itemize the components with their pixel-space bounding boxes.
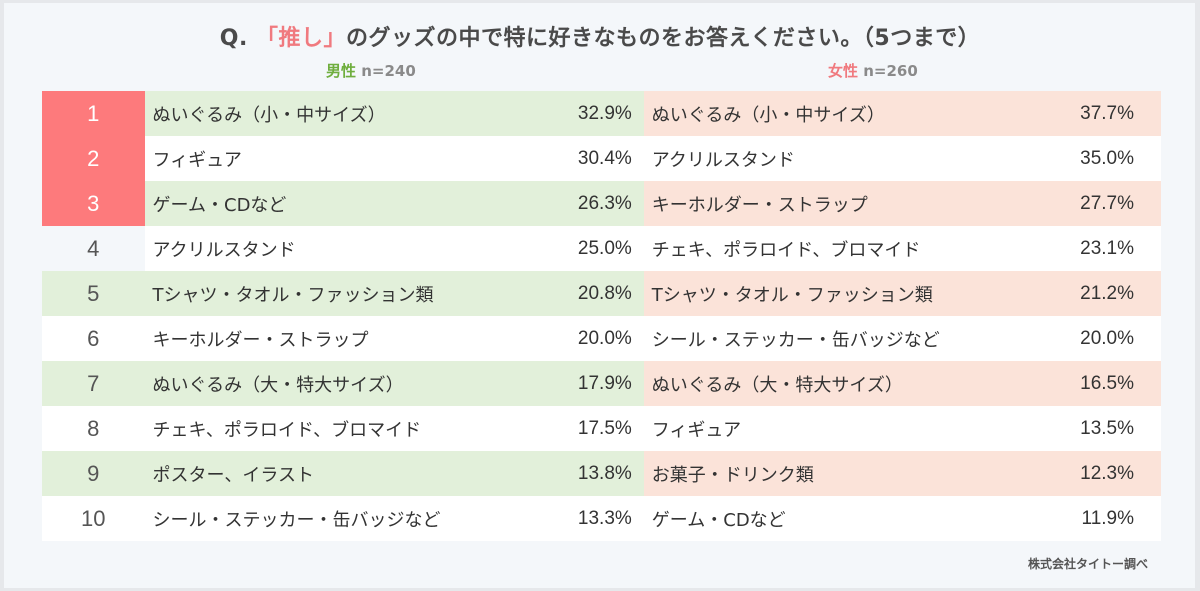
table-row: 5 Tシャツ・タオル・ファッション類 20.8% Tシャツ・タオル・ファッション類… bbox=[42, 271, 1161, 316]
male-item: ポスター、イラスト bbox=[152, 464, 315, 486]
female-cell: フィギュア 13.5% bbox=[643, 406, 1161, 451]
table-row: 10 シール・ステッカー・缶バッジなど 13.3% ゲーム・CDなど 11.9% bbox=[42, 496, 1161, 541]
female-item: シール・ステッカー・缶バッジなど bbox=[651, 329, 940, 351]
male-percent: 17.5% bbox=[577, 417, 632, 439]
male-percent: 25.0% bbox=[577, 237, 632, 259]
male-item: Tシャツ・タオル・ファッション類 bbox=[152, 284, 434, 306]
female-cell: アクリルスタンド 35.0% bbox=[643, 136, 1161, 181]
male-item: ぬいぐるみ（小・中サイズ） bbox=[152, 104, 386, 126]
female-cell: ゲーム・CDなど 11.9% bbox=[643, 496, 1161, 541]
female-percent: 27.7% bbox=[1080, 192, 1134, 214]
male-percent: 30.4% bbox=[577, 147, 632, 169]
female-percent: 12.3% bbox=[1080, 462, 1134, 484]
male-item: ゲーム・CDなど bbox=[152, 194, 287, 216]
table-row: 3 ゲーム・CDなど 26.3% キーホルダー・ストラップ 27.7% bbox=[42, 181, 1161, 226]
male-percent: 20.8% bbox=[577, 282, 632, 304]
male-cell: シール・ステッカー・缶バッジなど 13.3% bbox=[144, 496, 644, 541]
male-label: 男性 bbox=[326, 62, 357, 80]
female-percent: 11.9% bbox=[1081, 507, 1134, 529]
male-cell: キーホルダー・ストラップ 20.0% bbox=[144, 316, 644, 361]
female-cell: Tシャツ・タオル・ファッション類 21.2% bbox=[643, 271, 1161, 316]
female-percent: 23.1% bbox=[1080, 237, 1134, 259]
rank-number: 4 bbox=[87, 236, 100, 261]
ranking-table: 1 ぬいぐるみ（小・中サイズ） 32.9% ぬいぐるみ（小・中サイズ） 37.7% … bbox=[42, 91, 1161, 541]
table-row: 1 ぬいぐるみ（小・中サイズ） 32.9% ぬいぐるみ（小・中サイズ） 37.7% bbox=[42, 91, 1161, 136]
table-row: 9 ポスター、イラスト 13.8% お菓子・ドリンク類 12.3% bbox=[42, 451, 1161, 496]
rank-number: 9 bbox=[42, 451, 145, 496]
chart-title: Q. 「推し」のグッズの中で特に好きなものをお答えください。（5つまで） bbox=[0, 20, 1200, 52]
female-cell: お菓子・ドリンク類 12.3% bbox=[643, 451, 1161, 496]
female-percent: 20.0% bbox=[1080, 327, 1134, 349]
table-row: 6 キーホルダー・ストラップ 20.0% シール・ステッカー・缶バッジなど 20.0… bbox=[42, 316, 1161, 361]
male-cell: フィギュア 30.4% bbox=[144, 136, 644, 181]
male-percent: 17.9% bbox=[577, 372, 632, 394]
male-cell: Tシャツ・タオル・ファッション類 20.8% bbox=[144, 271, 644, 316]
female-item: ぬいぐるみ（小・中サイズ） bbox=[651, 104, 885, 126]
rank-number: 2 bbox=[42, 136, 145, 181]
table-row: 8 チェキ、ポラロイド、ブロマイド 17.5% フィギュア 13.5% bbox=[42, 406, 1161, 451]
male-item: ぬいぐるみ（大・特大サイズ） bbox=[152, 374, 404, 396]
female-cell: チェキ、ポラロイド、ブロマイド 23.1% bbox=[643, 226, 1161, 271]
male-item: チェキ、ポラロイド、ブロマイド bbox=[152, 419, 422, 441]
male-item: アクリルスタンド bbox=[152, 239, 296, 261]
female-item: キーホルダー・ストラップ bbox=[651, 194, 868, 216]
rank-number: 1 bbox=[42, 91, 145, 136]
female-percent: 16.5% bbox=[1080, 372, 1134, 394]
male-cell: ぬいぐるみ（小・中サイズ） 32.9% bbox=[144, 91, 644, 136]
rank-number: 8 bbox=[42, 406, 145, 451]
table-row: 4 アクリルスタンド 25.0% チェキ、ポラロイド、ブロマイド 23.1% bbox=[42, 226, 1161, 271]
female-item: フィギュア bbox=[651, 419, 742, 441]
female-item: アクリルスタンド bbox=[651, 149, 795, 171]
rank-number: 3 bbox=[42, 181, 145, 226]
table-row: 2 フィギュア 30.4% アクリルスタンド 35.0% bbox=[42, 136, 1161, 181]
male-percent: 13.3% bbox=[577, 507, 632, 529]
male-sample-size: n=240 bbox=[361, 62, 416, 80]
male-item: シール・ステッカー・缶バッジなど bbox=[152, 509, 441, 531]
male-percent: 32.9% bbox=[577, 102, 632, 124]
male-percent: 13.8% bbox=[577, 462, 632, 484]
female-sample-size: n=260 bbox=[863, 62, 918, 80]
rank-number: 6 bbox=[42, 316, 145, 361]
title-highlight: 「推し」 bbox=[256, 26, 347, 51]
rank-number: 10 bbox=[42, 496, 145, 541]
female-percent: 13.5% bbox=[1080, 417, 1134, 439]
female-item: ゲーム・CDなど bbox=[651, 509, 786, 531]
rank-number: 7 bbox=[42, 361, 145, 406]
male-item: フィギュア bbox=[152, 149, 242, 171]
source-credit: 株式会社タイトー調べ bbox=[1027, 557, 1148, 571]
female-item: ぬいぐるみ（大・特大サイズ） bbox=[651, 374, 903, 396]
male-cell: ポスター、イラスト 13.8% bbox=[144, 451, 644, 496]
title-prefix: Q. bbox=[219, 26, 248, 51]
male-cell: アクリルスタンド 25.0% bbox=[144, 226, 644, 271]
female-cell: キーホルダー・ストラップ 27.7% bbox=[643, 181, 1161, 226]
rank-number: 5 bbox=[42, 271, 145, 316]
female-percent: 37.7% bbox=[1080, 102, 1134, 124]
female-item: Tシャツ・タオル・ファッション類 bbox=[651, 284, 933, 306]
female-item: チェキ、ポラロイド、ブロマイド bbox=[651, 239, 921, 261]
female-header: 女性 n=260 bbox=[828, 60, 918, 81]
female-percent: 35.0% bbox=[1080, 147, 1134, 169]
male-cell: ぬいぐるみ（大・特大サイズ） 17.9% bbox=[144, 361, 644, 406]
male-cell: ゲーム・CDなど 26.3% bbox=[144, 181, 644, 226]
male-cell: チェキ、ポラロイド、ブロマイド 17.5% bbox=[144, 406, 644, 451]
female-cell: ぬいぐるみ（小・中サイズ） 37.7% bbox=[643, 91, 1161, 136]
female-percent: 21.2% bbox=[1080, 282, 1134, 304]
male-percent: 20.0% bbox=[577, 327, 632, 349]
female-item: お菓子・ドリンク類 bbox=[651, 464, 814, 486]
male-header: 男性 n=240 bbox=[326, 60, 416, 81]
female-cell: ぬいぐるみ（大・特大サイズ） 16.5% bbox=[643, 361, 1161, 406]
female-label: 女性 bbox=[828, 62, 859, 80]
male-item: キーホルダー・ストラップ bbox=[152, 329, 369, 351]
title-rest: のグッズの中で特に好きなものをお答えください。（5つまで） bbox=[346, 26, 981, 51]
table-row: 7 ぬいぐるみ（大・特大サイズ） 17.9% ぬいぐるみ（大・特大サイズ） 16.5… bbox=[42, 361, 1161, 406]
male-percent: 26.3% bbox=[577, 192, 632, 214]
female-cell: シール・ステッカー・缶バッジなど 20.0% bbox=[643, 316, 1161, 361]
